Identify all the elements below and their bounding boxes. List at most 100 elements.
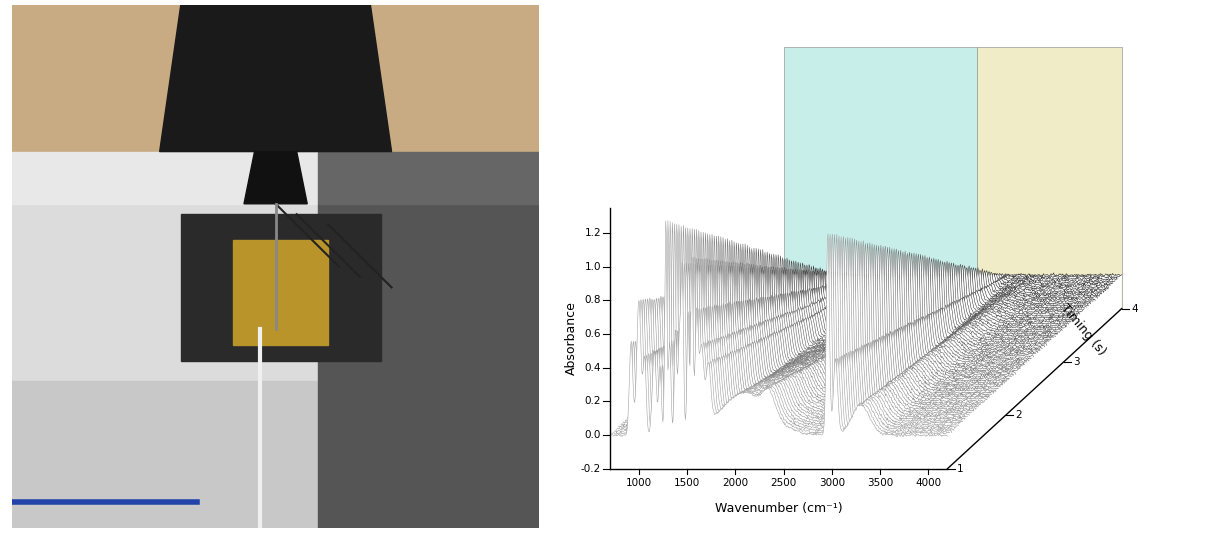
Polygon shape — [667, 238, 1004, 416]
Polygon shape — [160, 5, 392, 151]
Polygon shape — [720, 255, 1058, 367]
Polygon shape — [645, 232, 983, 437]
Polygon shape — [768, 271, 1106, 323]
Polygon shape — [760, 268, 1097, 331]
Polygon shape — [617, 223, 953, 463]
Polygon shape — [652, 234, 990, 430]
Polygon shape — [680, 243, 1018, 404]
Polygon shape — [632, 228, 969, 448]
Polygon shape — [733, 260, 1071, 355]
Polygon shape — [728, 259, 1066, 359]
Polygon shape — [318, 151, 540, 204]
Polygon shape — [658, 236, 996, 424]
Polygon shape — [666, 237, 1003, 418]
Polygon shape — [623, 224, 961, 457]
Text: 3: 3 — [1073, 357, 1081, 367]
Text: 3000: 3000 — [819, 478, 845, 488]
Polygon shape — [725, 256, 1062, 364]
Text: 2: 2 — [1015, 410, 1022, 421]
Polygon shape — [682, 244, 1020, 402]
Text: 0.6: 0.6 — [584, 329, 601, 339]
Text: 3500: 3500 — [866, 478, 893, 488]
Polygon shape — [727, 258, 1065, 361]
Text: 4000: 4000 — [915, 478, 941, 488]
Text: 0.8: 0.8 — [584, 295, 601, 305]
Text: 0.0: 0.0 — [584, 430, 601, 440]
Polygon shape — [621, 224, 958, 458]
Polygon shape — [747, 263, 1084, 343]
Polygon shape — [762, 269, 1100, 329]
Text: Wavenumber (cm⁻¹): Wavenumber (cm⁻¹) — [715, 503, 842, 515]
Polygon shape — [663, 236, 1001, 420]
Polygon shape — [742, 262, 1079, 347]
Polygon shape — [679, 242, 1016, 406]
Polygon shape — [647, 232, 985, 434]
Polygon shape — [976, 47, 1122, 309]
Polygon shape — [690, 244, 1027, 395]
Polygon shape — [773, 271, 1111, 319]
Polygon shape — [615, 222, 952, 465]
Polygon shape — [629, 228, 967, 450]
Polygon shape — [685, 244, 1022, 400]
Polygon shape — [784, 272, 1122, 309]
Polygon shape — [765, 268, 1102, 327]
Polygon shape — [701, 248, 1038, 385]
Polygon shape — [674, 241, 1012, 410]
Polygon shape — [12, 204, 392, 382]
Polygon shape — [244, 151, 307, 204]
Polygon shape — [779, 273, 1117, 313]
Polygon shape — [639, 229, 976, 442]
Polygon shape — [703, 249, 1041, 384]
Polygon shape — [707, 249, 1044, 379]
Text: 1.2: 1.2 — [584, 228, 601, 238]
Polygon shape — [12, 151, 392, 204]
Polygon shape — [716, 254, 1054, 372]
Polygon shape — [709, 253, 1047, 377]
Text: 0.4: 0.4 — [584, 362, 601, 373]
Polygon shape — [696, 249, 1033, 390]
Text: 1000: 1000 — [626, 478, 652, 488]
Polygon shape — [634, 229, 972, 447]
Polygon shape — [676, 240, 1014, 408]
Polygon shape — [628, 225, 966, 453]
Polygon shape — [771, 271, 1108, 321]
Polygon shape — [722, 255, 1060, 365]
Polygon shape — [612, 221, 950, 467]
Polygon shape — [693, 247, 1031, 392]
Polygon shape — [757, 266, 1095, 333]
Polygon shape — [669, 239, 1007, 414]
Text: 4: 4 — [1131, 304, 1139, 313]
Polygon shape — [318, 204, 540, 528]
Polygon shape — [661, 236, 998, 422]
Polygon shape — [12, 382, 392, 528]
Polygon shape — [751, 265, 1089, 339]
Polygon shape — [626, 227, 963, 455]
Polygon shape — [714, 254, 1051, 374]
Text: 1: 1 — [957, 464, 964, 474]
Polygon shape — [234, 240, 328, 345]
Polygon shape — [636, 229, 974, 445]
Polygon shape — [755, 266, 1093, 335]
Text: 1500: 1500 — [674, 478, 701, 488]
Text: Absorbance: Absorbance — [565, 301, 578, 375]
Polygon shape — [754, 264, 1090, 337]
Polygon shape — [711, 252, 1049, 375]
Polygon shape — [655, 235, 991, 428]
Polygon shape — [744, 263, 1082, 345]
Text: 0.2: 0.2 — [584, 397, 601, 406]
Polygon shape — [672, 239, 1009, 412]
Polygon shape — [776, 272, 1113, 317]
Polygon shape — [736, 261, 1073, 353]
Polygon shape — [641, 229, 979, 440]
Polygon shape — [650, 233, 987, 432]
Polygon shape — [618, 224, 956, 461]
Text: -0.2: -0.2 — [581, 464, 601, 474]
Text: 1.0: 1.0 — [584, 262, 601, 271]
Polygon shape — [782, 273, 1119, 311]
Polygon shape — [643, 230, 980, 438]
Polygon shape — [656, 235, 993, 426]
Polygon shape — [687, 244, 1025, 398]
Bar — [180, 214, 381, 360]
Polygon shape — [778, 273, 1116, 314]
Text: Timing (s): Timing (s) — [1059, 302, 1108, 358]
